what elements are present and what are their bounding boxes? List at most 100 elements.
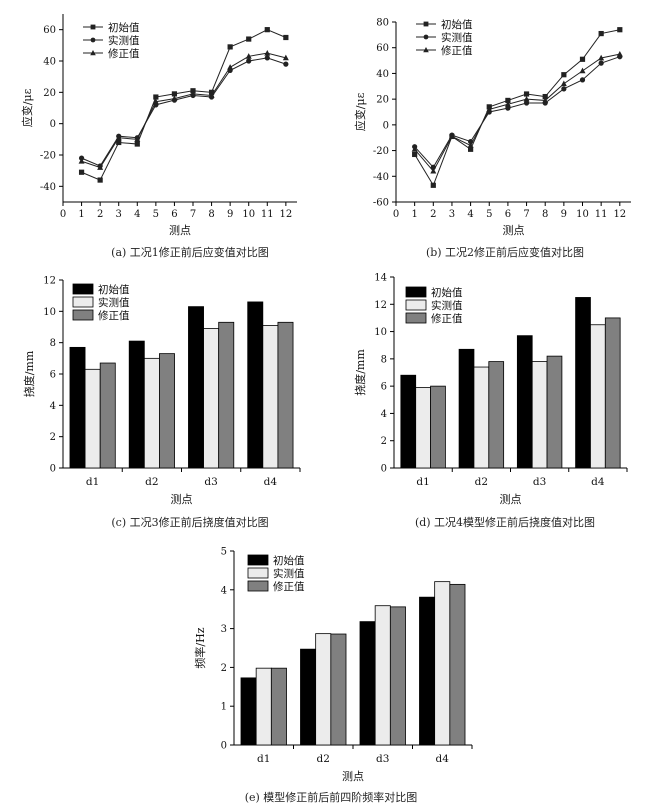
chart-e-bar-1-0: [255, 667, 272, 746]
chart-d-bar-1-0: [415, 387, 431, 469]
chart-d-bar-0-2: [516, 335, 533, 469]
chart-b-series-2-point: [523, 95, 530, 102]
chart-a-series-1-point: [283, 61, 289, 67]
chart-b-series-2-point: [579, 67, 586, 74]
chart-b-legend-label: 修正值: [441, 44, 473, 57]
chart-b-xtick-label: 7: [523, 209, 529, 220]
chart-a-xtick-label: 6: [171, 209, 177, 220]
chart-e-category-label: d2: [317, 753, 330, 765]
chart-e-ytick-label: 5: [221, 547, 227, 558]
chart-d-ylabel: 挠度/mm: [353, 349, 367, 396]
chart-c-bar-1-3: [262, 325, 279, 469]
caption-c: (c) 工况3修正前后挠度值对比图: [111, 516, 269, 529]
chart-e-ytick-label: 4: [221, 585, 227, 596]
chart-d-ytick-label: 6: [381, 382, 387, 393]
chart-b-xtick-label: 0: [393, 209, 399, 220]
chart-b-series-2-point: [411, 146, 418, 152]
chart-d-bar-1-3: [590, 324, 606, 469]
chart-c-bar-2-2: [218, 321, 235, 469]
chart-a-ytick-label: -40: [40, 182, 56, 193]
chart-e-ylabel: 频率/Hz: [193, 627, 207, 668]
chart-c-ytick-label: 6: [50, 370, 56, 381]
chart-b-series-2-point: [560, 80, 567, 87]
chart-b-ytick-label: -40: [373, 172, 389, 183]
chart-d-ytick-label: 14: [374, 273, 387, 284]
chart-b-series-2-point: [542, 97, 549, 103]
chart-d-ytick-label: 8: [381, 354, 387, 365]
chart-a-legend-marker: [90, 50, 96, 56]
chart-e-legend-swatch: [247, 580, 269, 592]
chart-a-series-1-line: [81, 57, 287, 167]
chart-a-xtick-label: 1: [78, 209, 84, 220]
chart-d-xlabel: 测点: [500, 493, 522, 506]
chart-e-bar-2-0: [270, 667, 287, 746]
chart-c-bar-1-1: [143, 357, 160, 469]
chart-b-legend-label: 初始值: [441, 18, 473, 31]
chart-c-category-label: d3: [204, 476, 217, 488]
chart-b-xtick-label: 8: [542, 209, 548, 220]
chart-b-series-0-point: [617, 27, 623, 33]
chart-a-series-2-point: [97, 164, 104, 170]
chart-b-ytick-label: -20: [373, 146, 389, 157]
chart-b-xtick-label: 3: [449, 209, 455, 220]
chart-e-ytick-label: 0: [221, 741, 227, 752]
chart-d-legend-swatch: [405, 312, 427, 324]
chart-b-series-0-point: [561, 72, 567, 78]
chart-c-ylabel: 挠度/mm: [22, 350, 36, 397]
chart-d-bar-0-3: [575, 297, 591, 469]
chart-d-bar-2-0: [430, 385, 446, 469]
chart-a-series-2-point: [134, 136, 141, 142]
chart-c-ytick-label: 0: [50, 464, 56, 475]
chart-c-legend-swatch: [72, 296, 94, 308]
chart-d-category-label: d4: [591, 476, 605, 488]
chart-b-legend-marker: [423, 47, 429, 53]
chart-e-bar-0-2: [359, 621, 376, 746]
chart-a-ytick-label: 0: [50, 119, 56, 130]
chart-b-legend-marker: [423, 21, 429, 27]
chart-a-series-2-point: [227, 64, 234, 70]
chart-a-xtick-label: 9: [227, 209, 233, 220]
chart-c-ytick-label: 12: [43, 276, 56, 287]
chart-e-bar-1-1: [315, 633, 332, 746]
chart-b-ytick-label: 40: [376, 69, 389, 80]
chart-d-bar-2-2: [546, 355, 563, 469]
chart-c-bar-0-2: [188, 306, 204, 469]
chart-a-series-0-line: [81, 29, 287, 181]
chart-e-bar-2-3: [449, 583, 466, 746]
chart-b-series-1-line: [414, 56, 620, 169]
chart-a-xtick-label: 0: [60, 209, 66, 220]
chart-a-xtick-label: 3: [116, 209, 122, 220]
chart-a-series-2-point: [115, 134, 122, 141]
chart-b-series-0-point: [412, 151, 418, 158]
chart-b-series-0-point: [542, 93, 548, 100]
chart-a-series-2-point: [208, 92, 215, 98]
chart-b-series-2-point: [486, 106, 493, 112]
chart-b-legend-marker: [423, 34, 429, 40]
chart-c-ytick-label: 10: [43, 307, 56, 318]
chart-e-category-label: d3: [376, 753, 389, 765]
chart-a-xtick-label: 5: [153, 209, 159, 220]
chart-a-series-0-point: [171, 91, 178, 97]
chart-b-xtick-label: 9: [561, 209, 567, 220]
caption-b: (b) 工况2修正前后应变值对比图: [425, 246, 585, 259]
chart-b-series-2-point: [616, 50, 623, 57]
chart-a-series-1-point: [264, 55, 270, 61]
chart-a-series-0-point: [264, 27, 270, 33]
chart-d-ytick-label: 12: [374, 300, 387, 311]
chart-b-xtick-label: 10: [576, 209, 589, 220]
chart-a-series-0-point: [116, 139, 122, 146]
chart-a-series-2-point: [245, 53, 252, 59]
chart-a-series-2-point: [152, 98, 159, 105]
chart-d-bar-0-0: [400, 374, 417, 469]
chart-a-ytick-label: -20: [40, 151, 56, 162]
chart-b-series-2-point: [448, 133, 455, 139]
chart-e-bar-1-2: [374, 605, 391, 746]
chart-b-series-0-point: [598, 30, 604, 37]
chart-a-series-0-point: [227, 44, 233, 50]
chart-e-bar-2-1: [330, 633, 347, 746]
chart-d-legend-label: 修正值: [431, 312, 463, 325]
chart-d-bar-2-3: [604, 317, 621, 469]
chart-a-series-0-point: [97, 177, 103, 183]
chart-c-ytick-label: 4: [50, 401, 56, 412]
chart-a-ylabel: 应变/με: [20, 88, 34, 127]
